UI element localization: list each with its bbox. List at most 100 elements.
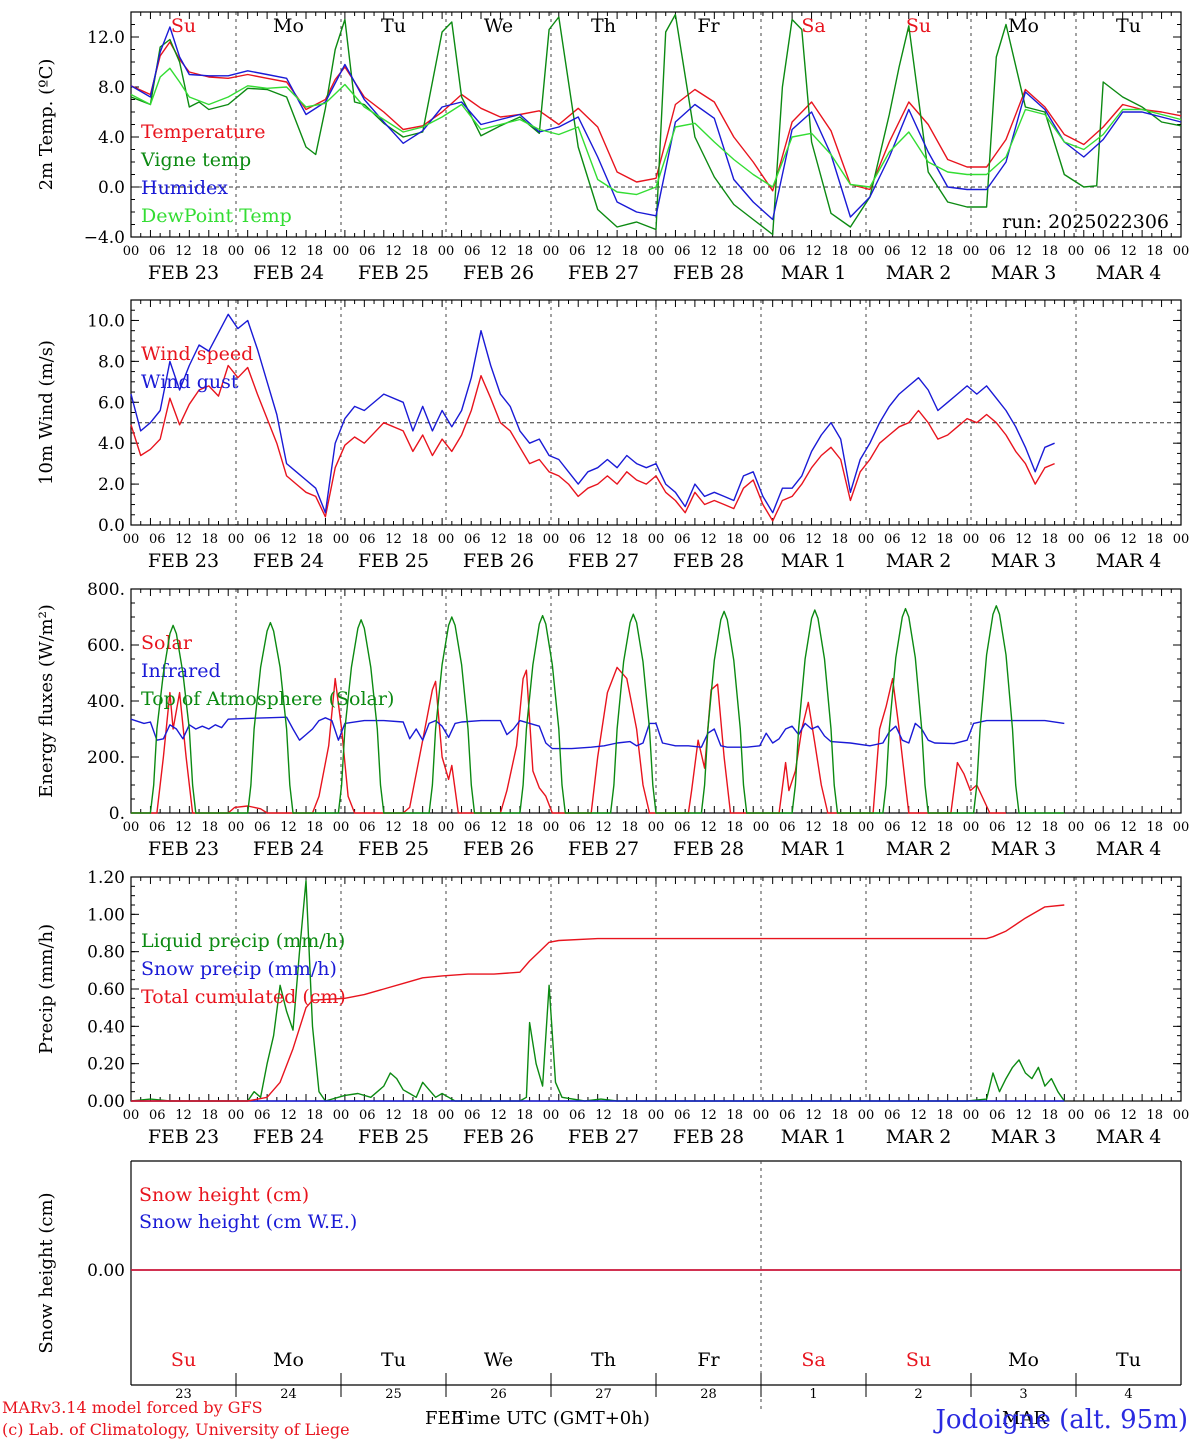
y-tick-label: 0.00 xyxy=(87,1261,125,1281)
hour-label: 00 xyxy=(228,820,245,835)
hour-label: 12 xyxy=(1015,1108,1032,1123)
hour-label: 06 xyxy=(779,532,796,547)
hour-label: 00 xyxy=(963,532,980,547)
hour-label: 18 xyxy=(726,244,743,259)
hour-label: 00 xyxy=(543,1108,560,1123)
hour-label: 18 xyxy=(621,532,638,547)
station-label: Jodoigne (alt. 95m) xyxy=(932,1405,1188,1435)
hour-label: 00 xyxy=(648,820,665,835)
hour-label: 06 xyxy=(149,532,166,547)
hour-label: 00 xyxy=(648,532,665,547)
hour-label: 12 xyxy=(280,244,297,259)
hour-label: 12 xyxy=(595,820,612,835)
weekday-label: Sa xyxy=(801,1349,825,1371)
hour-label: 06 xyxy=(359,820,376,835)
date-label: FEB 23 xyxy=(148,550,219,572)
weekday-label: Mo xyxy=(273,15,304,37)
legend-entry: Temperature xyxy=(141,121,265,143)
y-tick-label: 600. xyxy=(87,636,125,656)
hour-label: 06 xyxy=(149,244,166,259)
hour-label: 12 xyxy=(595,1108,612,1123)
hour-label: 18 xyxy=(621,244,638,259)
hour-label: 12 xyxy=(700,1108,717,1123)
hour-label: 18 xyxy=(1146,244,1163,259)
date-label: FEB 28 xyxy=(673,1126,744,1148)
hour-label: 00 xyxy=(753,532,770,547)
hour-label: 06 xyxy=(359,532,376,547)
hour-label: 06 xyxy=(1094,1108,1111,1123)
hour-label: 12 xyxy=(805,532,822,547)
time-axis-label: Time UTC (GMT+0h) xyxy=(455,1408,650,1429)
hour-label: 18 xyxy=(1146,820,1163,835)
date-label: FEB 28 xyxy=(673,838,744,860)
hour-label: 00 xyxy=(123,1108,140,1123)
hour-label: 06 xyxy=(359,1108,376,1123)
hour-label: 00 xyxy=(228,1108,245,1123)
hour-label: 00 xyxy=(333,244,350,259)
y-tick-label: 8.0 xyxy=(98,78,125,98)
hour-label: 00 xyxy=(333,1108,350,1123)
hour-label: 06 xyxy=(884,1108,901,1123)
hour-label: 06 xyxy=(674,1108,691,1123)
series-line-top-of-atmosphere-solar- xyxy=(131,605,1065,814)
y-tick-label: 8.0 xyxy=(98,352,125,372)
date-label: MAR 1 xyxy=(781,550,847,572)
y-tick-label: −4.0 xyxy=(84,228,125,248)
hour-label: 12 xyxy=(700,244,717,259)
date-label: MAR 4 xyxy=(1096,550,1162,572)
date-label: FEB 23 xyxy=(148,1126,219,1148)
weekday-label: We xyxy=(484,15,513,37)
y-tick-label: 1.20 xyxy=(87,868,125,888)
date-label: FEB 28 xyxy=(673,550,744,572)
hour-label: 00 xyxy=(1068,1108,1085,1123)
hour-label: 18 xyxy=(621,1108,638,1123)
hour-label: 06 xyxy=(149,820,166,835)
series-line-humidex xyxy=(130,26,1182,221)
panel-snow: 0.00 Snow height (cm) Snow height (cm) Snow… xyxy=(36,1160,1182,1410)
hour-label: 00 xyxy=(963,1108,980,1123)
date-label: MAR 1 xyxy=(781,262,847,284)
hour-label: 00 xyxy=(543,820,560,835)
hour-label: 12 xyxy=(490,1108,507,1123)
legend-entry: Wind speed xyxy=(141,343,253,365)
hour-label: 18 xyxy=(936,532,953,547)
hour-label: 12 xyxy=(1015,532,1032,547)
hour-label: 18 xyxy=(1146,1108,1163,1123)
date-label: MAR 3 xyxy=(991,262,1057,284)
weekday-label: Su xyxy=(171,1349,196,1371)
day-number-label: 28 xyxy=(700,1387,717,1402)
hour-label: 06 xyxy=(254,244,271,259)
date-label: MAR 4 xyxy=(1096,262,1162,284)
legend-entry: Snow height (cm) xyxy=(139,1184,309,1206)
hour-label: 00 xyxy=(858,1108,875,1123)
day-number-label: 26 xyxy=(490,1387,507,1402)
hour-label: 00 xyxy=(963,820,980,835)
day-number-label: 27 xyxy=(595,1387,612,1402)
hour-label: 18 xyxy=(306,820,323,835)
weekday-label: Th xyxy=(591,1349,616,1371)
weekday-label: We xyxy=(484,1349,513,1371)
hour-label: 18 xyxy=(1041,244,1058,259)
series-line-total-cumulated-cm- xyxy=(131,904,1065,1102)
date-label: FEB 27 xyxy=(568,838,639,860)
hour-label: 12 xyxy=(490,244,507,259)
hour-label: 06 xyxy=(569,244,586,259)
date-label: MAR 1 xyxy=(781,1126,847,1148)
hour-label: 00 xyxy=(1068,532,1085,547)
hour-label: 00 xyxy=(123,532,140,547)
legend-entry: Snow precip (mm/h) xyxy=(141,958,337,980)
hour-label: 06 xyxy=(464,820,481,835)
hour-label: 18 xyxy=(201,1108,218,1123)
hour-label: 12 xyxy=(1120,532,1137,547)
date-label: MAR 4 xyxy=(1096,1126,1162,1148)
hour-label: 12 xyxy=(175,532,192,547)
date-label: FEB 24 xyxy=(253,550,324,572)
y-tick-label: 1.00 xyxy=(87,905,125,925)
hour-label: 18 xyxy=(306,1108,323,1123)
day-number-label: 25 xyxy=(385,1387,402,1402)
hour-label: 06 xyxy=(989,244,1006,259)
hour-label: 12 xyxy=(1015,244,1032,259)
y-tick-label: 12.0 xyxy=(87,28,125,48)
hour-label: 18 xyxy=(831,820,848,835)
hour-label: 00 xyxy=(648,244,665,259)
